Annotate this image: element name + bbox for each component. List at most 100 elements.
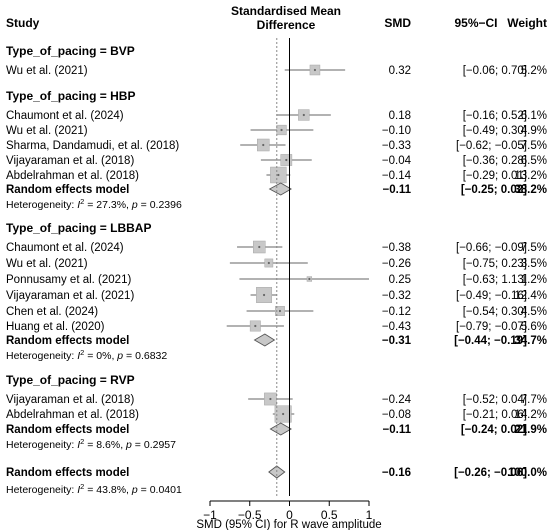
study-ci: [−0.52; 0.04]	[463, 394, 527, 406]
heterogeneity-text: Heterogeneity: I2 = 8.6%, p = 0.2957	[6, 437, 176, 452]
summary-weight: 38.2%	[514, 184, 547, 196]
heterogeneity-part-2: 2	[80, 437, 84, 446]
subgroup-label: Type_of_pacing = HBP	[6, 89, 135, 103]
summary-name: Random effects model	[6, 335, 129, 347]
overall-ci: [−0.26; −0.06]	[454, 467, 527, 479]
study-weight: 7.5%	[521, 140, 547, 152]
summary-diamond	[269, 422, 292, 436]
study-point	[254, 324, 257, 328]
study-weight: 7.5%	[521, 242, 547, 254]
study-ci: [−0.49; −0.16]	[456, 290, 527, 302]
study-ci: [−0.29; 0.01]	[463, 170, 527, 182]
heterogeneity-part-2: 2	[80, 482, 84, 491]
heterogeneity-part-3: = 27.3%,	[84, 199, 132, 211]
study-name: Huang et al. (2020)	[6, 321, 105, 333]
heterogeneity-text: Heterogeneity: I2 = 27.3%, p = 0.2396	[6, 197, 182, 212]
study-point	[285, 158, 288, 162]
study-weight: 6.5%	[521, 155, 547, 167]
heterogeneity-part-5: = 0.2396	[138, 199, 182, 211]
heterogeneity-part-2: 2	[80, 197, 84, 206]
heterogeneity-text: Heterogeneity: I2 = 0%, p = 0.6832	[6, 348, 167, 363]
summary-name: Random effects model	[6, 184, 129, 196]
study-ci: [−0.16; 0.52]	[463, 110, 527, 122]
heterogeneity-part-0: Heterogeneity:	[6, 199, 77, 211]
study-name: Chaumont et al. (2024)	[6, 110, 124, 122]
study-smd: −0.08	[382, 409, 411, 421]
study-weight: 14.2%	[514, 409, 547, 421]
heterogeneity-part-0: Heterogeneity:	[6, 350, 77, 362]
header-ci: 95%−CI	[454, 16, 497, 30]
study-name: Wu et al. (2021)	[6, 258, 88, 270]
study-smd: −0.33	[382, 140, 411, 152]
study-point	[269, 397, 272, 401]
header-study: Study	[6, 16, 40, 30]
study-point	[277, 173, 280, 177]
summary-smd: −0.31	[382, 335, 412, 347]
summary-ci: [−0.24; 0.02]	[461, 424, 527, 436]
x-tick-label: −1	[203, 508, 217, 522]
study-smd: −0.12	[382, 306, 411, 318]
x-tick-label: 1	[366, 508, 373, 522]
x-tick-label: 0	[286, 508, 293, 522]
subgroup-label: Type_of_pacing = BVP	[6, 44, 135, 58]
study-weight: 12.4%	[514, 290, 547, 302]
overall-smd: −0.16	[382, 467, 411, 479]
heterogeneity-part-3: = 43.8%,	[84, 484, 132, 496]
study-point	[308, 277, 311, 281]
heterogeneity-part-1: I	[77, 484, 80, 496]
study-ci: [−0.62; −0.05]	[456, 140, 527, 152]
study-ci: [−0.63; 1.13]	[463, 274, 527, 286]
study-ci: [−0.66; −0.09]	[456, 242, 527, 254]
study-point	[267, 261, 270, 265]
study-weight: 7.7%	[521, 394, 547, 406]
study-name: Abdelrahman et al. (2018)	[6, 170, 139, 182]
study-weight: 3.5%	[521, 258, 547, 270]
summary-ci: [−0.44; −0.19]	[454, 335, 527, 347]
summary-diamond	[253, 333, 276, 347]
study-ci: [−0.06; 0.70]	[463, 65, 527, 77]
study-smd: −0.43	[382, 321, 411, 333]
summary-ci: [−0.25; 0.02]	[461, 184, 527, 196]
study-point	[302, 113, 305, 117]
heterogeneity-part-4: p	[116, 350, 123, 362]
study-weight: 4.9%	[521, 125, 547, 137]
study-name: Abdelrahman et al. (2018)	[6, 409, 139, 421]
summary-weight: 34.7%	[514, 335, 547, 347]
study-ci: [−0.75; 0.23]	[463, 258, 527, 270]
study-weight: 1.2%	[521, 274, 547, 286]
study-smd: −0.38	[382, 242, 411, 254]
summary-weight: 21.9%	[514, 424, 547, 436]
study-weight: 4.5%	[521, 306, 547, 318]
study-smd: −0.04	[382, 155, 412, 167]
study-point	[278, 309, 282, 313]
study-smd: −0.10	[382, 125, 411, 137]
study-name: Chaumont et al. (2024)	[6, 242, 124, 254]
study-point	[262, 293, 266, 297]
study-smd: 0.25	[389, 274, 411, 286]
study-name: Vijayaraman et al. (2018)	[6, 155, 134, 167]
study-smd: −0.26	[382, 258, 411, 270]
study-smd: −0.32	[382, 290, 411, 302]
heterogeneity-part-4: p	[131, 484, 138, 496]
x-axis-label: SMD (95% CI) for R wave amplitude	[196, 519, 381, 530]
overall-heterogeneity-text: Heterogeneity: I2 = 43.8%, p = 0.0401	[6, 482, 182, 497]
header-smd: SMD	[384, 16, 411, 30]
heterogeneity-part-0: Heterogeneity:	[6, 484, 77, 496]
study-ci: [−0.54; 0.30]	[463, 306, 527, 318]
study-ci: [−0.79; −0.07]	[456, 321, 527, 333]
heterogeneity-part-5: = 0.6832	[123, 350, 167, 362]
heterogeneity-part-4: p	[131, 199, 138, 211]
heterogeneity-part-3: = 8.6%,	[84, 439, 126, 451]
subgroup-label: Type_of_pacing = LBBAP	[6, 221, 151, 235]
study-smd: −0.24	[382, 394, 412, 406]
study-weight: 6.1%	[521, 110, 547, 122]
study-name: Wu et al. (2021)	[6, 65, 88, 77]
study-weight: 5.6%	[521, 321, 547, 333]
heterogeneity-part-1: I	[77, 350, 80, 362]
summary-smd: −0.11	[383, 184, 412, 196]
study-point	[280, 128, 283, 132]
study-name: Wu et al. (2021)	[6, 125, 88, 137]
header-weight: Weight	[507, 16, 547, 30]
summary-name: Random effects model	[6, 424, 129, 436]
